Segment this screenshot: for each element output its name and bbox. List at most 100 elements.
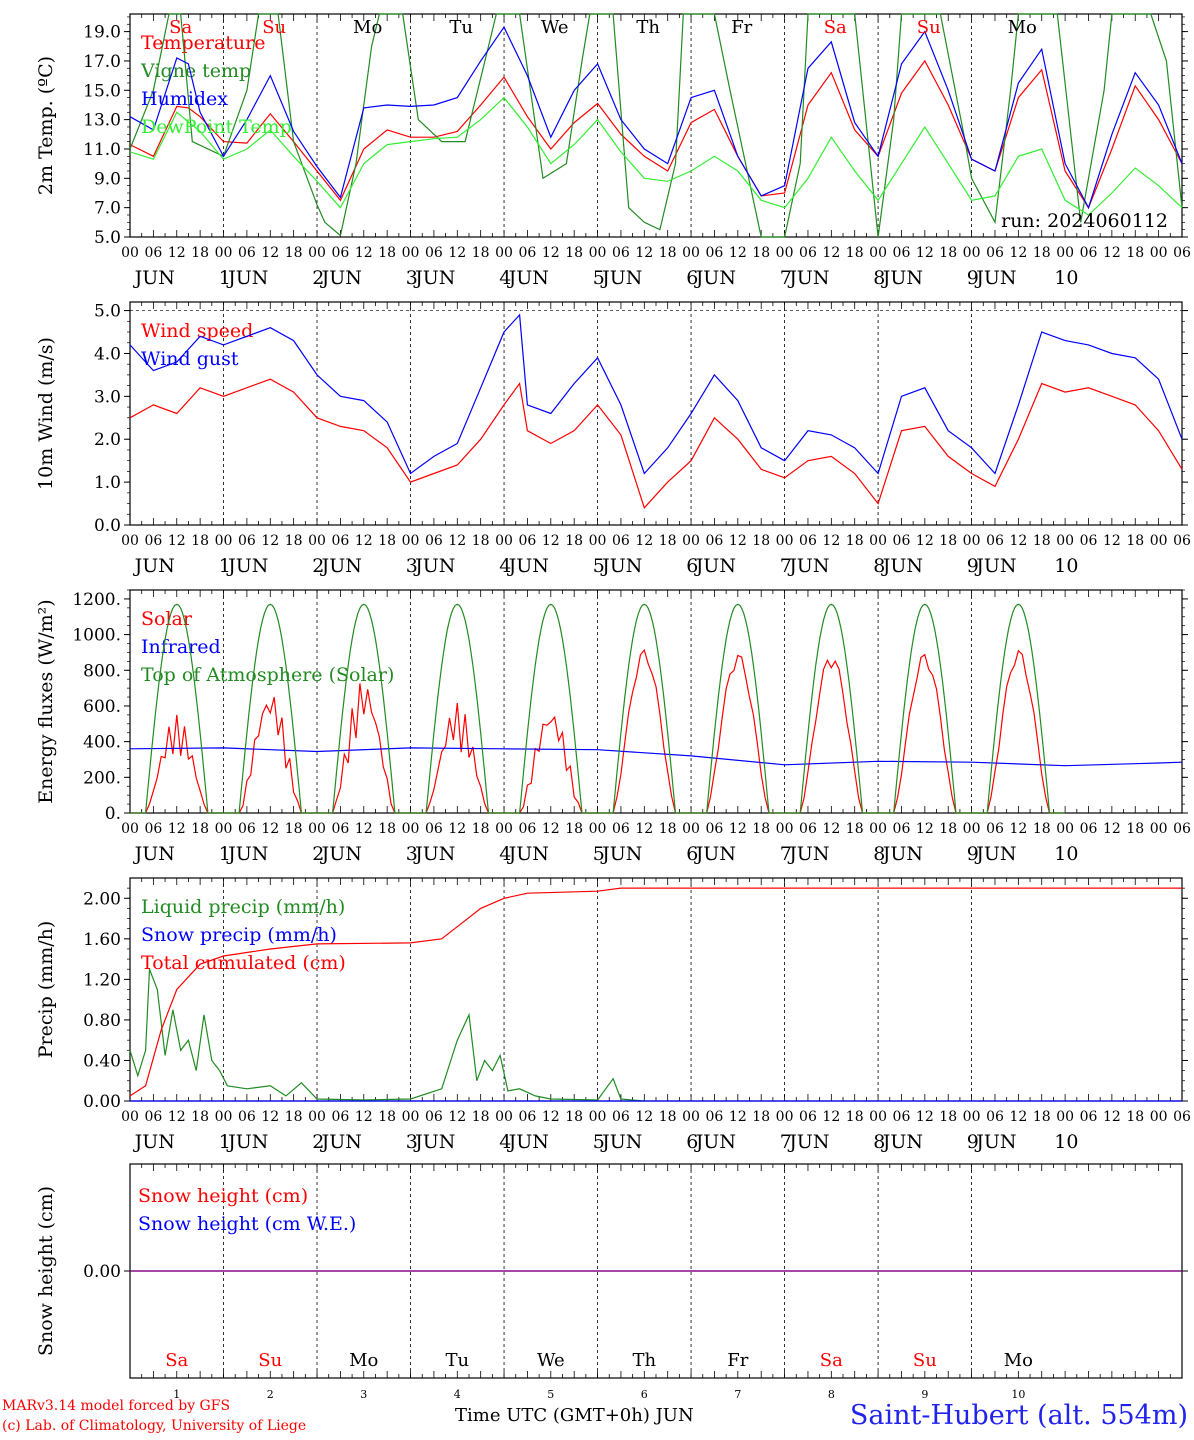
month-label: JUN xyxy=(133,555,175,577)
weekday-label: Su xyxy=(917,17,941,38)
hour-tick-label: 18 xyxy=(752,821,770,837)
hour-tick-label: 18 xyxy=(846,533,864,549)
hour-tick-label: 00 xyxy=(776,821,794,837)
y-tick-label: 200. xyxy=(83,768,121,788)
hour-tick-label: 00 xyxy=(402,821,420,837)
hour-tick-label: 18 xyxy=(285,533,303,549)
month-label: JUN xyxy=(881,267,923,289)
y-tick-label: 2.00 xyxy=(83,889,121,909)
month-label: JUN xyxy=(694,267,736,289)
series-line-vigne-temp xyxy=(129,13,1183,238)
hour-tick-label: 12 xyxy=(168,245,186,261)
hour-tick-label: 00 xyxy=(589,1109,607,1125)
date-label: 3 xyxy=(406,555,418,577)
date-label: 4 xyxy=(499,1131,511,1153)
hour-tick-label: 06 xyxy=(331,533,349,549)
hour-tick-label: 12 xyxy=(822,821,840,837)
credit-line-2: (c) Lab. of Climatology, University of L… xyxy=(2,1418,307,1434)
weekday-label: Th xyxy=(633,1350,657,1371)
month-label: JUN xyxy=(507,267,549,289)
weekday-label: We xyxy=(541,17,569,38)
weekday-label: Fr xyxy=(727,1350,748,1371)
hour-tick-label: 18 xyxy=(378,245,396,261)
hour-tick-label: 18 xyxy=(659,245,677,261)
run-label: run: 2024060112 xyxy=(1001,210,1168,232)
hour-tick-label: 06 xyxy=(331,1109,349,1125)
hour-tick-label: 06 xyxy=(144,533,162,549)
legend-entry: DewPoint Temp xyxy=(141,116,292,138)
legend-entry: Liquid precip (mm/h) xyxy=(141,896,345,918)
hour-tick-label: 18 xyxy=(285,821,303,837)
y-axis-title: Precip (mm/h) xyxy=(35,921,57,1059)
credit-line-1: MARv3.14 model forced by GFS xyxy=(2,1398,231,1414)
hour-tick-label: 12 xyxy=(168,533,186,549)
month-label: JUN xyxy=(974,1131,1016,1153)
month-label: JUN xyxy=(787,267,829,289)
date-label: 8 xyxy=(873,555,885,577)
month-label: JUN xyxy=(226,843,268,865)
y-tick-label: 400. xyxy=(83,733,121,753)
hour-tick-label: 06 xyxy=(519,821,537,837)
hour-tick-label: 12 xyxy=(1009,821,1027,837)
y-tick-label: 1.0 xyxy=(94,473,121,493)
hour-tick-label: 00 xyxy=(308,245,326,261)
series-line-top-of-atmosphere-solar- xyxy=(130,603,1066,814)
y-tick-label: 7.0 xyxy=(94,199,121,219)
hour-tick-label: 18 xyxy=(1126,245,1144,261)
hour-tick-label: 00 xyxy=(963,1109,981,1125)
hour-tick-label: 18 xyxy=(846,245,864,261)
date-label: 10 xyxy=(1054,267,1078,289)
date-label: 6 xyxy=(686,1131,698,1153)
hour-tick-label: 06 xyxy=(519,1109,537,1125)
month-label: JUN xyxy=(694,1131,736,1153)
hour-tick-label: 12 xyxy=(729,821,747,837)
hour-tick-label: 12 xyxy=(916,245,934,261)
hour-tick-label: 06 xyxy=(238,1109,256,1125)
y-tick-label: 9.0 xyxy=(94,169,121,189)
hour-tick-label: 18 xyxy=(752,533,770,549)
hour-tick-label: 06 xyxy=(706,533,724,549)
y-tick-label: 1.20 xyxy=(83,970,121,990)
hour-tick-label: 06 xyxy=(144,245,162,261)
date-label: 2 xyxy=(312,555,324,577)
station-name: Saint-Hubert (alt. 554m) xyxy=(849,1400,1188,1431)
month-label: JUN xyxy=(787,555,829,577)
hour-tick-label: 18 xyxy=(472,245,490,261)
hour-tick-label: 06 xyxy=(1173,245,1191,261)
hour-tick-label: 00 xyxy=(682,245,700,261)
hour-tick-label: 00 xyxy=(495,245,513,261)
hour-tick-label: 18 xyxy=(565,821,583,837)
hour-tick-label: 06 xyxy=(612,245,630,261)
month-label: JUN xyxy=(507,843,549,865)
x-axis-title: Time UTC (GMT+0h) JUN xyxy=(455,1405,694,1426)
legend-entry: Temperature xyxy=(141,32,265,54)
hour-tick-label: 00 xyxy=(869,821,887,837)
hour-tick-label: 12 xyxy=(1103,533,1121,549)
weekday-label: Sa xyxy=(169,17,192,38)
hour-tick-label: 12 xyxy=(168,1109,186,1125)
legend-entry: Humidex xyxy=(141,88,228,110)
day-number-label: 2 xyxy=(267,1388,274,1401)
hour-tick-label: 00 xyxy=(589,245,607,261)
hour-tick-label: 00 xyxy=(495,821,513,837)
y-tick-label: 0. xyxy=(105,804,121,824)
date-label: 1 xyxy=(219,555,231,577)
hour-tick-label: 06 xyxy=(519,245,537,261)
hour-tick-label: 18 xyxy=(939,1109,957,1125)
hour-tick-label: 12 xyxy=(448,1109,466,1125)
hour-tick-label: 00 xyxy=(963,533,981,549)
month-label: JUN xyxy=(694,555,736,577)
hour-tick-label: 00 xyxy=(402,533,420,549)
hour-tick-label: 12 xyxy=(1009,245,1027,261)
date-label: 9 xyxy=(967,267,979,289)
hour-tick-label: 06 xyxy=(799,533,817,549)
panel-2-frame xyxy=(129,301,1183,526)
legend-entry: Wind speed xyxy=(141,320,253,342)
series-line-dewpoint-temp xyxy=(129,96,1183,216)
hour-tick-label: 18 xyxy=(939,245,957,261)
month-label: JUN xyxy=(413,555,455,577)
hour-tick-label: 06 xyxy=(706,821,724,837)
y-tick-label: 4.0 xyxy=(94,344,121,364)
hour-tick-label: 00 xyxy=(682,1109,700,1125)
weekday-label: Su xyxy=(258,1350,282,1371)
